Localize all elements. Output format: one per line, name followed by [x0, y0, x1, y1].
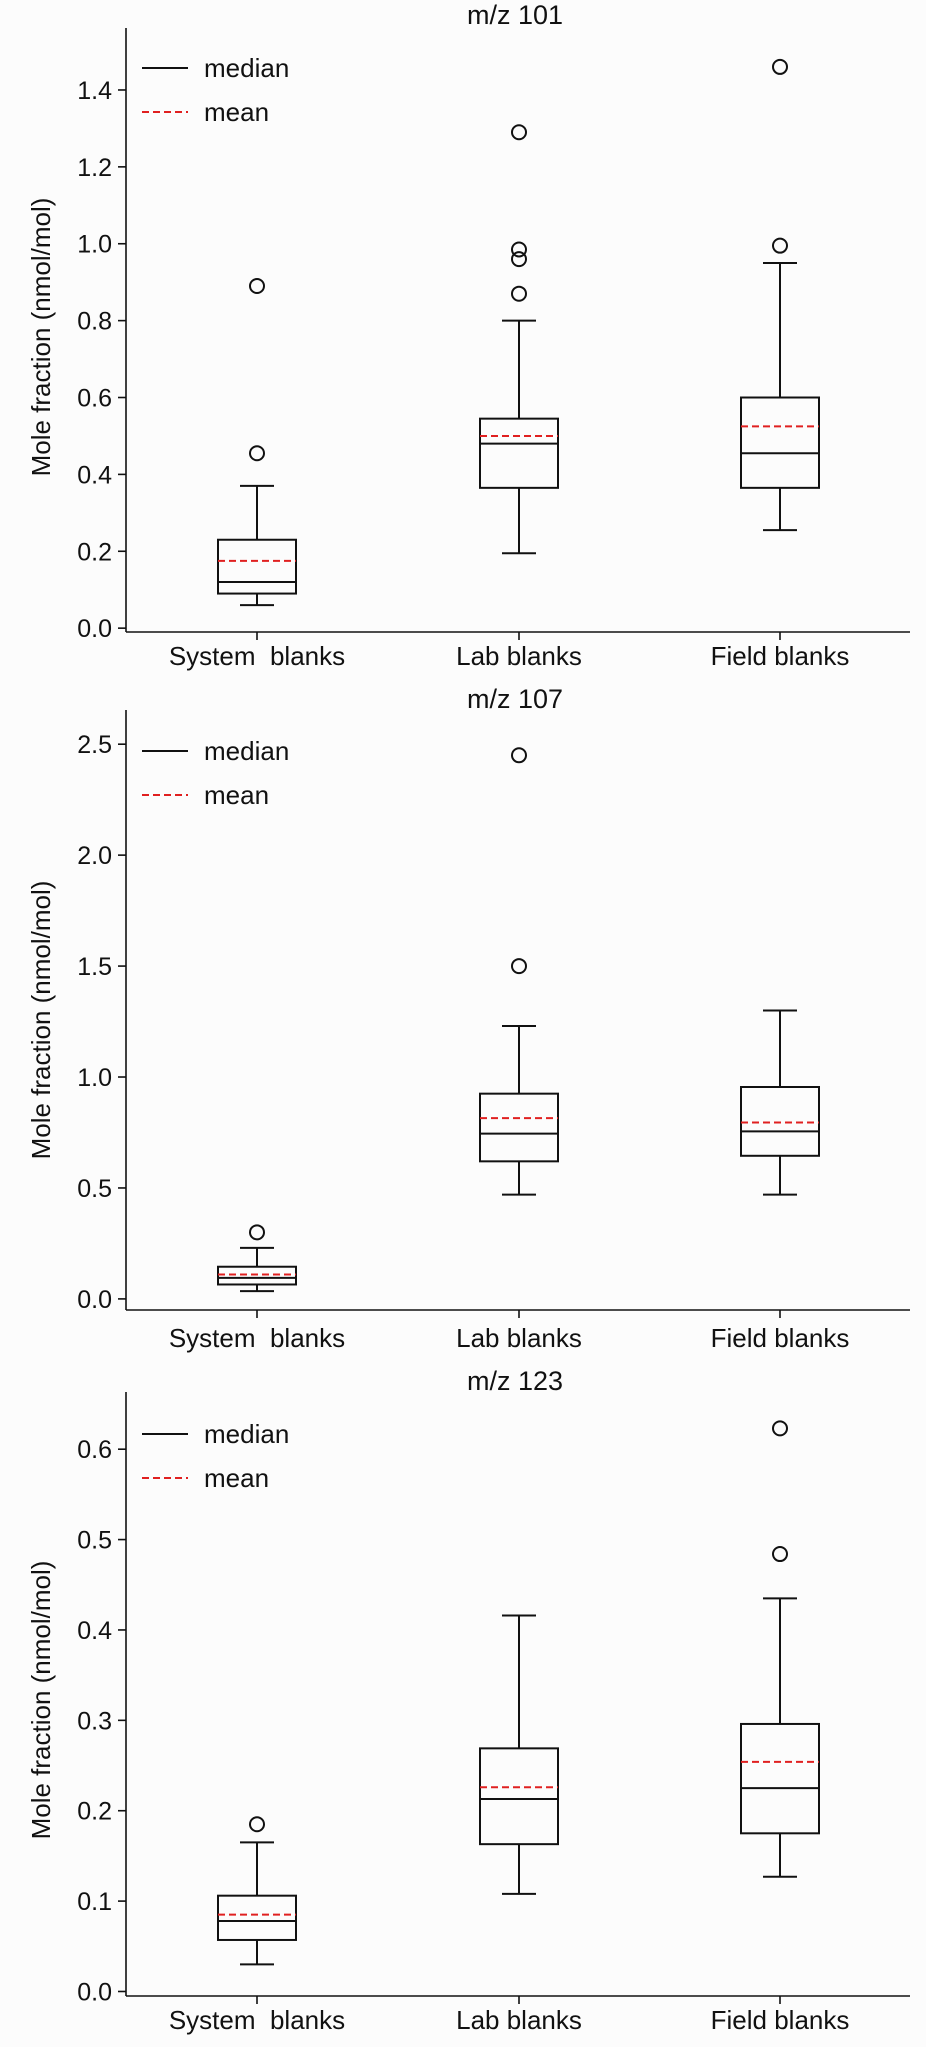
outlier-point	[511, 251, 527, 268]
y-tick-label: 0.5	[77, 1527, 112, 1555]
outlier-point	[511, 124, 527, 141]
y-tick-label: 0.6	[77, 1436, 112, 1464]
iqr-box	[740, 1086, 820, 1157]
x-tick-label: Field blanks	[711, 641, 850, 671]
y-tick-label: 0.2	[77, 538, 112, 566]
x-tick-label: System blanks	[169, 641, 345, 671]
y-tick-label: 0.0	[77, 615, 112, 643]
y-tick-label: 0.6	[77, 385, 112, 413]
y-tick-label: 1.0	[77, 231, 112, 259]
y-axis-label: Mole fraction (nmol/mol)	[26, 881, 56, 1160]
y-tick-label: 0.4	[77, 461, 112, 489]
legend-median-label: median	[204, 736, 289, 766]
y-tick-label: 0.2	[77, 1798, 112, 1826]
outlier-point	[249, 445, 265, 462]
x-tick-label: Lab blanks	[456, 1323, 582, 1353]
iqr-box	[217, 1265, 297, 1286]
iqr-box	[217, 1894, 297, 1941]
y-tick-label: 1.0	[77, 1064, 112, 1092]
outlier-point	[772, 58, 788, 75]
box-1	[217, 1816, 297, 1966]
outlier-point	[772, 237, 788, 254]
iqr-box	[479, 1747, 559, 1846]
y-tick-label: 0.4	[77, 1617, 112, 1645]
box-1	[217, 278, 297, 607]
outlier-point	[249, 1816, 265, 1833]
box-3	[740, 1009, 820, 1196]
chart-panel-2: m/z 107 Mole fraction (nmol/mol) 0.0 0.5 1.0…	[26, 684, 910, 1353]
outlier-point	[249, 278, 265, 295]
outlier-point	[511, 285, 527, 302]
x-tick-label: Lab blanks	[456, 2005, 582, 2035]
iqr-box	[217, 538, 297, 595]
outlier-point	[772, 1546, 788, 1563]
y-axis-label: Mole fraction (nmol/mol)	[26, 1561, 56, 1840]
box-1	[217, 1224, 297, 1293]
chart-panel-1: m/z 101 Mole fraction (nmol/mol) 0.0 0.2 0.4…	[26, 0, 910, 671]
legend-mean-label: mean	[204, 780, 269, 810]
y-tick-label: 0.5	[77, 1175, 112, 1203]
y-tick-label: 1.5	[77, 953, 112, 981]
legend: median mean	[142, 1419, 289, 1493]
chart-panel-3: m/z 123 Mole fraction (nmol/mol) 0.0 0.1 0.2…	[26, 1366, 910, 2035]
box-2	[479, 1614, 559, 1895]
chart-title: m/z 101	[467, 0, 563, 30]
iqr-box	[740, 396, 820, 489]
outlier-point	[511, 747, 527, 764]
legend: median mean	[142, 736, 289, 810]
y-tick-label: 0.0	[77, 1978, 112, 2006]
y-tick-label: 2.5	[77, 731, 112, 759]
iqr-box	[740, 1722, 820, 1835]
y-tick-label: 0.3	[77, 1707, 112, 1735]
outlier-point	[511, 958, 527, 975]
y-tick-label: 0.8	[77, 308, 112, 336]
outlier-point	[511, 241, 527, 258]
box-2	[479, 747, 559, 1196]
legend: median mean	[142, 53, 289, 127]
iqr-box	[479, 417, 559, 489]
outlier-point	[772, 1420, 788, 1437]
y-tick-label: 2.0	[77, 842, 112, 870]
chart-title: m/z 107	[467, 684, 563, 714]
legend-median-label: median	[204, 53, 289, 83]
box-3	[740, 58, 820, 532]
outlier-point	[249, 1224, 265, 1241]
x-tick-label: System blanks	[169, 2005, 345, 2035]
iqr-box	[479, 1092, 559, 1163]
y-tick-label: 1.4	[77, 77, 112, 105]
y-tick-label: 1.2	[77, 154, 112, 182]
y-tick-label: 0.0	[77, 1286, 112, 1314]
x-tick-label: Lab blanks	[456, 641, 582, 671]
y-tick-label: 0.1	[77, 1888, 112, 1916]
legend-mean-label: mean	[204, 97, 269, 127]
y-axis-label: Mole fraction (nmol/mol)	[26, 198, 56, 477]
x-tick-label: Field blanks	[711, 1323, 850, 1353]
legend-mean-label: mean	[204, 1463, 269, 1493]
x-tick-label: Field blanks	[711, 2005, 850, 2035]
legend-median-label: median	[204, 1419, 289, 1449]
box-2	[479, 124, 559, 555]
x-tick-label: System blanks	[169, 1323, 345, 1353]
chart-title: m/z 123	[467, 1366, 563, 1396]
box-3	[740, 1420, 820, 1878]
